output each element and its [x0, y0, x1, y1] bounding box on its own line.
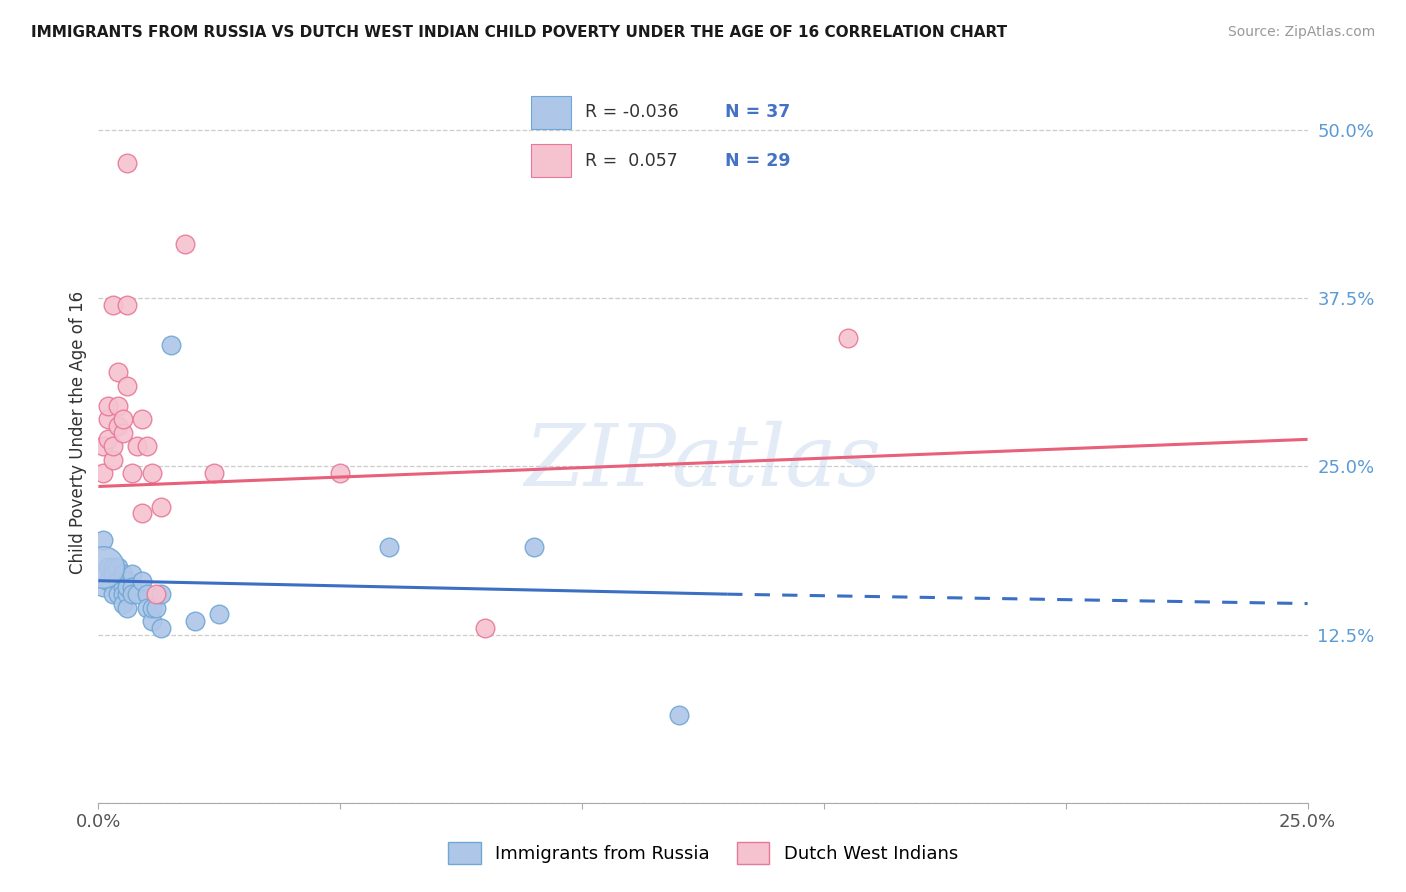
Point [121, 466, 143, 480]
Point [107, 365, 129, 379]
Point [131, 412, 153, 426]
Point [107, 399, 129, 413]
Point [135, 439, 157, 453]
Point [91, 466, 114, 480]
Point [91, 560, 114, 574]
Point [107, 418, 129, 433]
Point [204, 466, 226, 480]
Point [150, 621, 173, 635]
Point [107, 587, 129, 601]
Point [117, 156, 139, 170]
Point [184, 614, 207, 628]
Text: R =  0.057: R = 0.057 [585, 152, 678, 169]
Point [107, 574, 129, 588]
Point [101, 587, 124, 601]
Point [208, 607, 231, 622]
Text: N = 37: N = 37 [725, 103, 790, 121]
Point [117, 574, 139, 588]
Point [127, 439, 149, 453]
Point [121, 587, 143, 601]
Text: IMMIGRANTS FROM RUSSIA VS DUTCH WEST INDIAN CHILD POVERTY UNDER THE AGE OF 16 CO: IMMIGRANTS FROM RUSSIA VS DUTCH WEST IND… [31, 25, 1007, 40]
Legend: Immigrants from Russia, Dutch West Indians: Immigrants from Russia, Dutch West India… [441, 835, 965, 871]
Point [523, 540, 546, 554]
Point [160, 338, 183, 352]
Text: R = -0.036: R = -0.036 [585, 103, 679, 121]
Point [107, 560, 129, 574]
Y-axis label: Child Poverty Under the Age of 16: Child Poverty Under the Age of 16 [69, 291, 87, 574]
Point [127, 587, 149, 601]
Bar [531, 145, 571, 177]
Point [117, 378, 139, 392]
Point [668, 708, 690, 723]
Point [121, 581, 143, 595]
Point [97, 433, 120, 447]
Point [111, 425, 134, 440]
Point [101, 566, 124, 581]
Point [131, 574, 153, 588]
Point [97, 399, 120, 413]
Point [97, 574, 120, 588]
Point [101, 560, 124, 574]
Point [101, 298, 124, 312]
Point [111, 574, 134, 588]
Point [111, 412, 134, 426]
Point [111, 597, 134, 611]
Point [101, 452, 124, 467]
Text: Source: ZipAtlas.com: Source: ZipAtlas.com [1227, 25, 1375, 39]
Point [131, 507, 153, 521]
Point [474, 621, 496, 635]
Point [117, 581, 139, 595]
Point [135, 600, 157, 615]
Point [135, 587, 157, 601]
Text: N = 29: N = 29 [725, 152, 792, 169]
Point [91, 439, 114, 453]
Point [141, 614, 163, 628]
Point [837, 331, 859, 345]
Point [145, 600, 167, 615]
Point [111, 566, 134, 581]
Text: ZIPatlas: ZIPatlas [524, 421, 882, 504]
Point [150, 587, 173, 601]
Point [377, 540, 399, 554]
Point [141, 466, 163, 480]
Point [141, 600, 163, 615]
Point [117, 298, 139, 312]
Point [101, 439, 124, 453]
Point [174, 237, 197, 252]
Point [97, 412, 120, 426]
Point [91, 533, 114, 548]
Point [111, 581, 134, 595]
Point [329, 466, 352, 480]
Point [117, 600, 139, 615]
Bar [531, 96, 571, 128]
Point [111, 587, 134, 601]
Point [117, 587, 139, 601]
Point [97, 560, 120, 574]
Point [150, 500, 173, 514]
Point [145, 587, 167, 601]
Point [121, 566, 143, 581]
Point [91, 581, 114, 595]
